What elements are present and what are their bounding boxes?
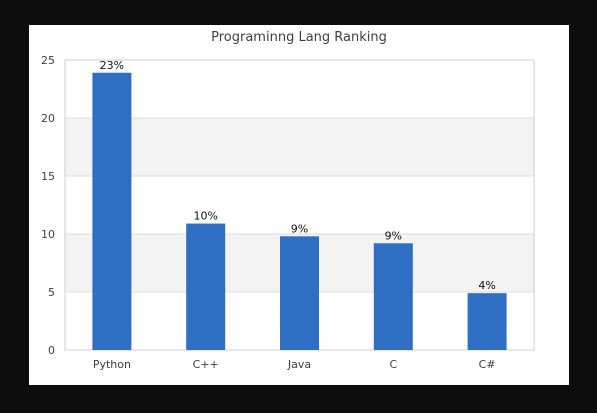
chart-card: Programinng Lang Ranking 0 5 10 15 20 25 23% 1… <box>29 25 569 385</box>
grid-band <box>65 118 534 176</box>
y-axis-ticks: 0 5 10 15 20 25 <box>41 54 55 357</box>
grid-band <box>65 60 534 118</box>
data-label: 4% <box>478 279 495 292</box>
y-tick-label: 5 <box>48 286 55 299</box>
y-tick-label: 10 <box>41 228 55 241</box>
x-tick-label: Python <box>93 358 131 371</box>
data-labels: 23% 10% 9% 9% 4% <box>100 59 496 292</box>
bar-c- <box>186 223 226 350</box>
y-tick-label: 15 <box>41 170 55 183</box>
data-label: 10% <box>193 210 217 223</box>
grid-band <box>65 176 534 234</box>
bar-c <box>373 243 413 350</box>
data-label: 9% <box>291 222 308 235</box>
bar-python <box>92 72 132 350</box>
x-tick-label: Java <box>287 358 311 371</box>
data-label: 9% <box>385 229 402 242</box>
bar-java <box>280 236 319 350</box>
x-axis-ticks: Python C++ Java C C# <box>93 358 496 371</box>
x-tick-label: C# <box>479 358 496 371</box>
x-tick-label: C <box>389 358 397 371</box>
y-tick-label: 25 <box>41 54 55 67</box>
bar-chart: Programinng Lang Ranking 0 5 10 15 20 25 23% 1… <box>41 30 535 371</box>
chart-title: Programinng Lang Ranking <box>211 30 387 45</box>
bar-c- <box>467 293 507 350</box>
y-tick-label: 0 <box>48 344 55 357</box>
x-tick-label: C++ <box>193 358 219 371</box>
y-tick-label: 20 <box>41 112 55 125</box>
bars <box>92 72 507 350</box>
data-label: 23% <box>100 59 124 72</box>
